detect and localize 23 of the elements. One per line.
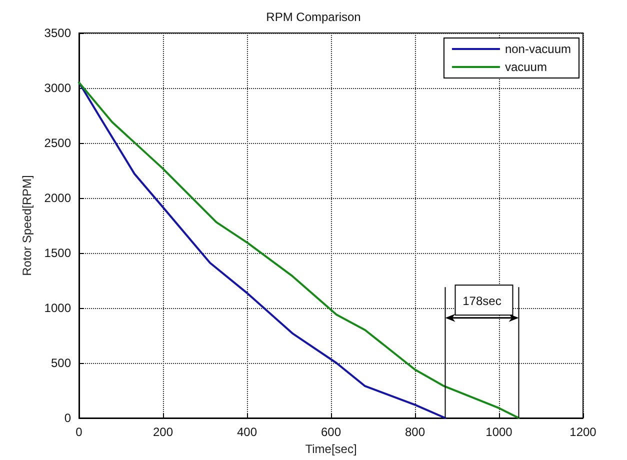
legend-label: non-vacuum — [504, 42, 572, 56]
y-axis-title: Rotor Speed[RPM] — [20, 175, 34, 276]
y-tick-label: 1000 — [44, 301, 72, 315]
x-tick-label: 1000 — [486, 425, 513, 439]
y-tick-label: 1500 — [44, 246, 72, 260]
chart-title: RPM Comparison — [266, 10, 361, 24]
line-series — [78, 82, 446, 419]
x-tick-label: 800 — [404, 425, 426, 439]
y-tick-label: 0 — [64, 411, 72, 425]
x-tick-label: 400 — [236, 425, 258, 439]
y-tick-label: 2500 — [44, 136, 72, 150]
x-tick-label: 200 — [152, 425, 174, 439]
y-tick-label: 2000 — [44, 191, 72, 205]
x-tick-label: 0 — [76, 425, 83, 439]
y-tick-label: 3000 — [44, 81, 72, 95]
x-tick-label: 1200 — [570, 425, 597, 439]
legend-label: vacuum — [504, 60, 547, 74]
annotation: 178sec — [462, 294, 502, 308]
y-tick-label: 500 — [50, 356, 72, 370]
x-tick-label: 600 — [320, 425, 342, 439]
line-series — [78, 82, 520, 419]
x-axis-title: Time[sec] — [305, 442, 357, 456]
y-tick-label: 3500 — [44, 26, 72, 40]
